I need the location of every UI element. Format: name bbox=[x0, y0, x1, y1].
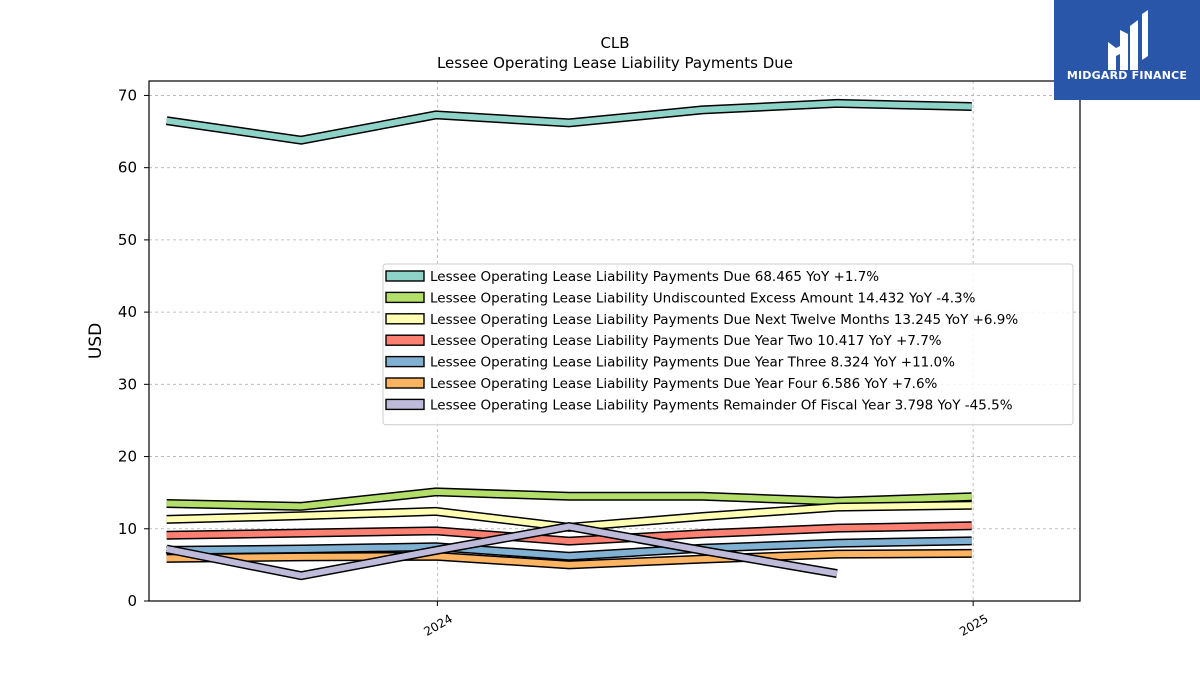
y-tick-label: 20 bbox=[118, 448, 137, 466]
series-line-1 bbox=[165, 98, 972, 145]
chart-subtitle: Lessee Operating Lease Liability Payment… bbox=[437, 54, 793, 72]
x-tick-label: 2024 bbox=[421, 611, 454, 638]
y-tick-label: 0 bbox=[127, 592, 137, 610]
legend-swatch bbox=[385, 334, 425, 346]
legend-entry: Lessee Operating Lease Liability Payment… bbox=[430, 376, 938, 392]
legend-entry: Lessee Operating Lease Liability Payment… bbox=[430, 333, 942, 349]
series-stroke bbox=[166, 523, 838, 579]
legend-swatch bbox=[385, 355, 425, 368]
brand-logo: MIDGARD FINANCE bbox=[1054, 0, 1200, 100]
y-tick-label: 30 bbox=[118, 375, 137, 393]
series-stroke bbox=[166, 550, 972, 568]
series-line-6 bbox=[166, 548, 972, 570]
brand-name: MIDGARD FINANCE bbox=[1066, 69, 1188, 82]
legend-entry: Lessee Operating Lease Liability Payment… bbox=[430, 355, 955, 371]
y-axis-label: USD bbox=[86, 323, 106, 359]
legend: Lessee Operating Lease Liability Payment… bbox=[382, 263, 1074, 426]
midgard-logo-icon bbox=[1108, 10, 1148, 70]
legend-entry: Lessee Operating Lease Liability Payment… bbox=[430, 312, 1018, 328]
legend-frame bbox=[382, 263, 1074, 426]
legend-entry: Lessee Operating Lease Liability Payment… bbox=[430, 269, 879, 285]
legend-swatch bbox=[385, 313, 425, 325]
legend-entry: Lessee Operating Lease Liability Undisco… bbox=[430, 290, 976, 306]
legend-swatch bbox=[385, 398, 425, 411]
series-stroke bbox=[166, 100, 972, 144]
series-lines bbox=[165, 98, 972, 581]
series-stroke bbox=[166, 537, 972, 560]
plot-frame bbox=[148, 80, 1081, 602]
legend-swatch bbox=[385, 291, 425, 304]
legend-swatch bbox=[385, 377, 425, 389]
y-tick-label: 50 bbox=[118, 231, 137, 249]
series-line-7 bbox=[165, 522, 838, 581]
series-stroke bbox=[166, 488, 972, 510]
y-tick-label: 40 bbox=[118, 303, 137, 321]
y-tick-label: 10 bbox=[118, 520, 137, 538]
series-line-4 bbox=[166, 521, 972, 546]
x-tick-label: 2025 bbox=[957, 611, 990, 638]
series-line-5 bbox=[166, 536, 972, 561]
legend-entry: Lessee Operating Lease Liability Payment… bbox=[430, 397, 1013, 413]
y-tick-label: 60 bbox=[118, 159, 137, 177]
series-stroke bbox=[166, 522, 972, 545]
y-tick-label: 70 bbox=[118, 86, 137, 104]
chart-title: CLB bbox=[600, 34, 629, 52]
legend-swatch bbox=[385, 270, 425, 282]
series-line-2 bbox=[166, 487, 972, 511]
